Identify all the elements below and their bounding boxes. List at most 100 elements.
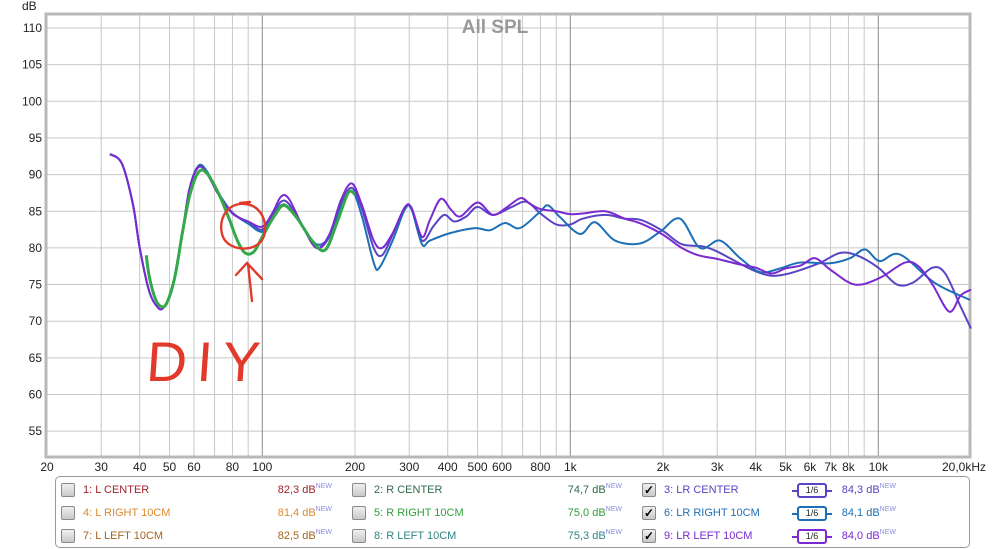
x-tick-label: 60 xyxy=(187,460,201,474)
legend-item-label[interactable]: 3: LR CENTER xyxy=(664,484,739,496)
legend-item-label[interactable]: 6: LR RIGHT 10CM xyxy=(664,507,760,519)
new-badge: NEW xyxy=(605,506,622,513)
plot-frame xyxy=(44,12,972,459)
x-tick-label: 20 xyxy=(40,460,54,474)
legend-item: ✓ 6: LR RIGHT 10CM 1/6 84,1 dBNEW xyxy=(642,504,942,522)
legend-item-level: 82,5 dBNEW xyxy=(278,527,332,545)
chart-title: All SPL xyxy=(462,17,529,38)
legend-item-label[interactable]: 1: L CENTER xyxy=(83,484,150,496)
legend-item: 5: R RIGHT 10CM 75,0 dBNEW xyxy=(352,504,652,522)
y-tick-label: 110 xyxy=(23,21,42,35)
legend-item-label[interactable]: 7: L LEFT 10CM xyxy=(83,530,164,542)
visibility-checkbox[interactable] xyxy=(352,506,366,520)
legend-item: ✓ 9: LR LEFT 10CM 1/6 84,0 dBNEW xyxy=(642,527,942,545)
y-tick-label: 95 xyxy=(29,131,43,145)
level-value: 84,1 dB xyxy=(841,507,880,519)
x-tick-label: 50 xyxy=(163,460,177,474)
level-value: 84,0 dB xyxy=(841,530,880,542)
new-badge: NEW xyxy=(315,483,332,490)
new-badge: NEW xyxy=(879,506,896,513)
y-tick-label: 60 xyxy=(29,388,43,402)
x-tick-label: 300 xyxy=(399,460,419,474)
x-tick-label: 80 xyxy=(226,460,240,474)
diy-annotation-text: DIY xyxy=(145,330,273,393)
visibility-checkbox[interactable] xyxy=(61,483,75,497)
x-tick-label: 100 xyxy=(252,460,272,474)
legend-item-label[interactable]: 8: R LEFT 10CM xyxy=(374,530,457,542)
legend-item-label[interactable]: 9: LR LEFT 10CM xyxy=(664,530,753,542)
level-value: 82,5 dB xyxy=(277,530,316,542)
diy-annotation: DIY xyxy=(145,200,273,393)
x-tick-label: 6k xyxy=(804,460,818,474)
x-tick-label: 3k xyxy=(711,460,725,474)
legend-item-level: 84,3 dBNEW xyxy=(842,481,896,499)
series-line-diy xyxy=(144,168,356,309)
legend-item: 8: R LEFT 10CM 75,3 dBNEW xyxy=(352,527,652,545)
spl-chart: 110 105 100 95 90 85 80 75 70 65 60 55 20 30 40 50 60 80 1… xyxy=(22,0,986,474)
y-tick-label: 80 xyxy=(29,241,43,255)
visibility-checkbox[interactable] xyxy=(61,529,75,543)
highlight-circle xyxy=(219,200,267,250)
y-tick-label: 85 xyxy=(29,204,43,218)
x-tick-label: 5k xyxy=(779,460,793,474)
y-tick-label: 70 xyxy=(29,314,43,328)
level-value: 81,4 dB xyxy=(277,507,316,519)
smoothing-badge[interactable]: 1/6 xyxy=(792,483,832,498)
visibility-checkbox[interactable] xyxy=(352,529,366,543)
x-tick-label: 800 xyxy=(530,460,550,474)
x-tick-label: 30 xyxy=(95,460,109,474)
legend-item-level: 84,1 dBNEW xyxy=(842,504,896,522)
legend-item: ✓ 3: LR CENTER 1/6 84,3 dBNEW xyxy=(642,481,942,499)
legend-panel: 1: L CENTER 82,3 dBNEW 2: R CENTER 74,7 … xyxy=(55,476,970,548)
x-tick-label: 40 xyxy=(133,460,147,474)
legend-item: 7: L LEFT 10CM 82,5 dBNEW xyxy=(61,527,361,545)
visibility-checkbox[interactable]: ✓ xyxy=(642,483,656,497)
legend-item: 1: L CENTER 82,3 dBNEW xyxy=(61,481,361,499)
level-value: 74,7 dB xyxy=(567,484,606,496)
new-badge: NEW xyxy=(605,529,622,536)
x-tick-label: 600 xyxy=(492,460,512,474)
y-tick-label: 55 xyxy=(29,424,43,438)
plot-area xyxy=(46,14,970,457)
y-tick-label: 100 xyxy=(22,94,42,108)
new-badge: NEW xyxy=(879,529,896,536)
x-tick-label: 500 xyxy=(468,460,488,474)
level-value: 82,3 dB xyxy=(277,484,316,496)
x-tick-label: 10k xyxy=(869,460,889,474)
level-value: 84,3 dB xyxy=(841,484,880,496)
x-tick-label: 20,0kHz xyxy=(942,460,986,474)
x-tick-label: 2k xyxy=(657,460,671,474)
new-badge: NEW xyxy=(879,483,896,490)
grid xyxy=(44,12,972,459)
x-tick-label: 400 xyxy=(438,460,458,474)
smoothing-badge[interactable]: 1/6 xyxy=(792,506,832,521)
tick-labels: 110 105 100 95 90 85 80 75 70 65 60 55 20 30 40 50 60 80 1… xyxy=(22,21,986,474)
y-axis-label: dB xyxy=(22,0,37,13)
visibility-checkbox[interactable] xyxy=(352,483,366,497)
y-tick-label: 105 xyxy=(22,58,42,72)
visibility-checkbox[interactable] xyxy=(61,506,75,520)
x-tick-label: 200 xyxy=(345,460,365,474)
x-tick-label: 4k xyxy=(749,460,763,474)
legend-item-level: 81,4 dBNEW xyxy=(278,504,332,522)
new-badge: NEW xyxy=(315,529,332,536)
level-value: 75,0 dB xyxy=(567,507,606,519)
legend-item-label[interactable]: 5: R RIGHT 10CM xyxy=(374,507,464,519)
x-tick-label: 8k xyxy=(842,460,856,474)
y-tick-label: 90 xyxy=(29,168,43,182)
legend-item-label[interactable]: 4: L RIGHT 10CM xyxy=(83,507,171,519)
y-tick-label: 65 xyxy=(29,351,43,365)
legend-item-level: 74,7 dBNEW xyxy=(568,481,622,499)
legend-item-level: 75,3 dBNEW xyxy=(568,527,622,545)
series-lines xyxy=(109,153,972,329)
visibility-checkbox[interactable]: ✓ xyxy=(642,506,656,520)
x-tick-label: 1k xyxy=(564,460,578,474)
smoothing-badge[interactable]: 1/6 xyxy=(792,529,832,544)
visibility-checkbox[interactable]: ✓ xyxy=(642,529,656,543)
new-badge: NEW xyxy=(315,506,332,513)
legend-item-label[interactable]: 2: R CENTER xyxy=(374,484,443,496)
level-value: 75,3 dB xyxy=(567,530,606,542)
legend-item-level: 84,0 dBNEW xyxy=(842,527,896,545)
arrow-icon xyxy=(234,261,264,303)
new-badge: NEW xyxy=(605,483,622,490)
